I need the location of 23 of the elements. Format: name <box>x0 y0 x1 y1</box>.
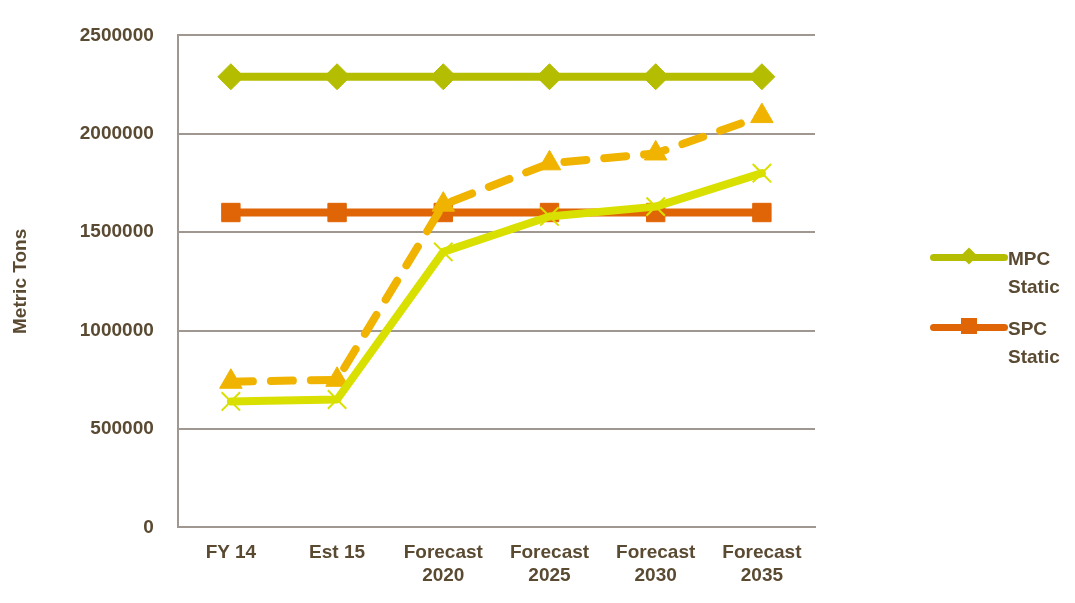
y-tick-label: 0 <box>143 515 154 537</box>
y-tick-label: 1000000 <box>79 318 154 340</box>
point <box>645 196 666 217</box>
y-tick-label: 2000000 <box>79 122 154 144</box>
point <box>327 202 347 223</box>
point <box>221 202 241 223</box>
x-tick-label: Forecast 2025 <box>509 541 590 585</box>
legend-label: SPC Static <box>1008 317 1061 369</box>
point <box>752 202 772 223</box>
x-tick-label: Forecast 2035 <box>722 541 803 585</box>
x-tick-label: Forecast 2020 <box>403 541 484 585</box>
point <box>433 241 454 263</box>
x-tick-label: Est 15 <box>309 541 366 563</box>
legend-label: MPC Static <box>1008 247 1061 299</box>
point <box>751 162 773 184</box>
x-tick-label: Forecast 2030 <box>616 541 696 585</box>
y-tick-label: 1500000 <box>79 220 154 242</box>
y-axis-title: Metric Tons <box>8 228 30 335</box>
y-tick-label: 2500000 <box>79 23 154 45</box>
point <box>220 391 242 412</box>
point <box>326 389 348 410</box>
x-tick-label: FY 14 <box>205 541 257 563</box>
y-tick-label: 500000 <box>90 417 154 439</box>
